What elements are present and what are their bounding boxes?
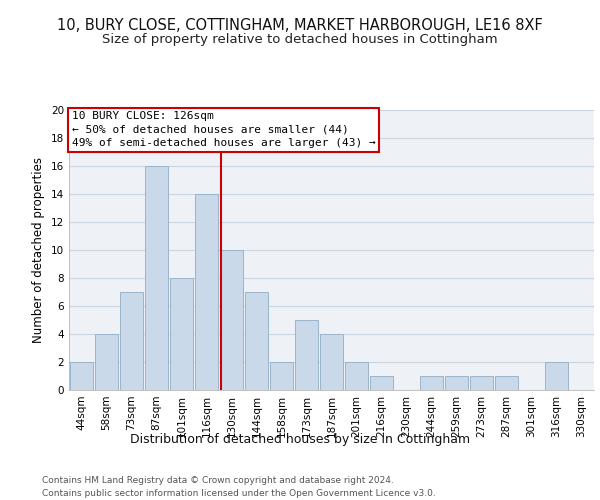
Bar xyxy=(120,292,143,390)
Text: 10 BURY CLOSE: 126sqm
← 50% of detached houses are smaller (44)
49% of semi-deta: 10 BURY CLOSE: 126sqm ← 50% of detached … xyxy=(71,112,376,148)
Text: Distribution of detached houses by size in Cottingham: Distribution of detached houses by size … xyxy=(130,432,470,446)
Y-axis label: Number of detached properties: Number of detached properties xyxy=(32,157,46,343)
Bar xyxy=(470,376,493,390)
Bar xyxy=(195,194,218,390)
Bar xyxy=(495,376,518,390)
Bar xyxy=(145,166,168,390)
Bar xyxy=(95,334,118,390)
Bar xyxy=(295,320,318,390)
Bar xyxy=(245,292,268,390)
Bar xyxy=(445,376,468,390)
Text: Contains HM Land Registry data © Crown copyright and database right 2024.
Contai: Contains HM Land Registry data © Crown c… xyxy=(42,476,436,498)
Bar xyxy=(545,362,568,390)
Bar xyxy=(420,376,443,390)
Bar xyxy=(70,362,93,390)
Bar xyxy=(220,250,243,390)
Bar xyxy=(320,334,343,390)
Text: 10, BURY CLOSE, COTTINGHAM, MARKET HARBOROUGH, LE16 8XF: 10, BURY CLOSE, COTTINGHAM, MARKET HARBO… xyxy=(57,18,543,32)
Text: Size of property relative to detached houses in Cottingham: Size of property relative to detached ho… xyxy=(102,32,498,46)
Bar xyxy=(170,278,193,390)
Bar xyxy=(270,362,293,390)
Bar xyxy=(345,362,368,390)
Bar xyxy=(370,376,393,390)
